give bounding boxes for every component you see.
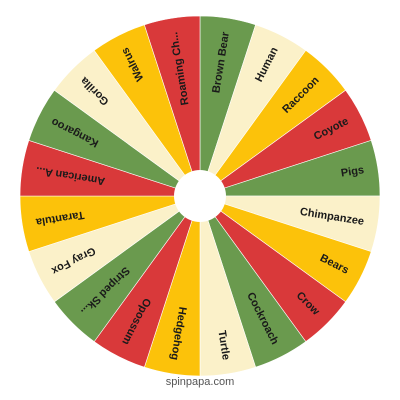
wheel-hub[interactable]: [174, 170, 226, 222]
watermark-text: spinpapa.com: [165, 376, 235, 388]
wheel-segment-label: Pigs: [340, 164, 365, 179]
wheel-segments[interactable]: [19, 15, 381, 377]
wheel-segment[interactable]: [144, 15, 201, 197]
wheel-segment-label: Turtle: [215, 330, 232, 361]
